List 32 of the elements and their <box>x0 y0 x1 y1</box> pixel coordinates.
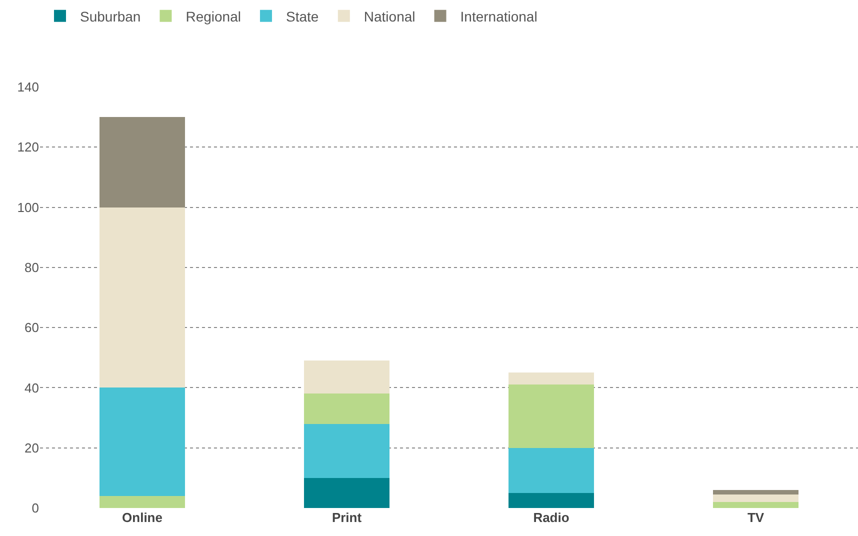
bar <box>508 448 594 493</box>
bar <box>304 478 390 508</box>
bar <box>99 207 186 388</box>
bar <box>304 394 390 424</box>
legend-label: Suburban <box>80 8 141 24</box>
x-tick-label: TV <box>747 510 764 525</box>
y-tick-label: 60 <box>24 320 39 336</box>
bar <box>508 492 594 508</box>
x-tick-label: Radio <box>533 510 570 525</box>
y-tick-label: 100 <box>17 200 39 215</box>
y-tick-label: 80 <box>24 260 39 275</box>
x-tick-label: Online <box>122 510 162 525</box>
bar <box>712 502 799 508</box>
bar <box>508 384 594 448</box>
legend-label: National <box>364 8 416 24</box>
legend-label: State <box>286 8 319 24</box>
bar <box>99 117 186 208</box>
legend-label: International <box>460 8 538 24</box>
bar <box>304 424 390 478</box>
y-tick-label: 120 <box>17 140 39 155</box>
bar <box>99 388 186 496</box>
y-tick-label: 20 <box>24 440 39 456</box>
bar <box>712 490 799 494</box>
bar <box>304 360 390 394</box>
y-tick-label: 0 <box>32 500 39 516</box>
bar <box>712 494 799 502</box>
y-tick-label: 40 <box>24 380 39 396</box>
legend-label: Regional <box>186 8 241 24</box>
bar <box>99 496 186 508</box>
bar <box>508 372 594 385</box>
y-tick-label: 140 <box>17 80 39 95</box>
x-tick-label: Print <box>332 510 362 525</box>
